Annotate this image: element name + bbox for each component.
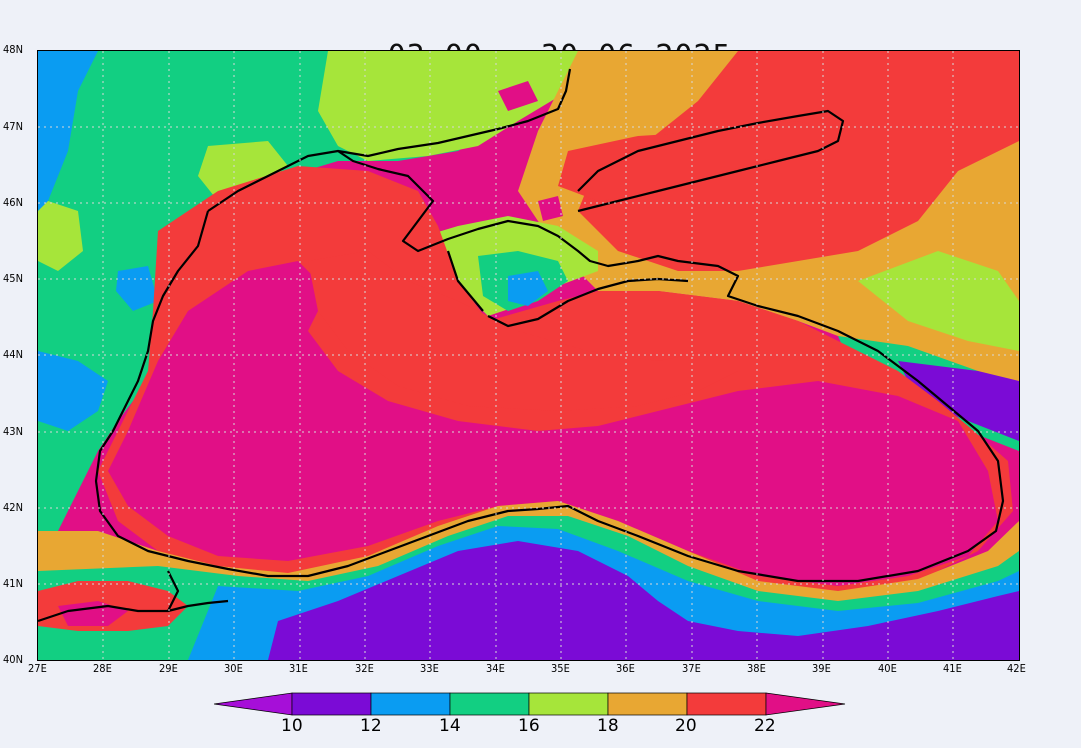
lon-label-39: 39E [812,662,831,675]
sst-map [37,50,1020,661]
colorbar-label-12: 12 [360,716,382,736]
lon-label-34: 34E [486,662,505,675]
lon-label-36: 36E [616,662,635,675]
sst-zone-e-violet [898,361,1019,441]
colorbar-label-20: 20 [675,716,697,736]
lat-label-48: 48N [3,43,23,56]
colorbar-20-22 [686,692,767,716]
lon-label-32: 32E [355,662,374,675]
sst-zone-w-blue-2 [38,351,108,431]
colorbar-label-16: 16 [518,716,540,736]
lon-label-31: 31E [289,662,308,675]
sst-zone-crimea-blue [508,271,548,306]
sst-zone-s-violet [268,541,1019,660]
sst-zone-azov-hot [538,196,563,221]
sst-zone-n-lime [318,51,578,161]
sst-zone-w-blue-3 [116,266,158,311]
sst-zone-nw-green [38,51,578,531]
colorbar-10-12 [291,692,372,716]
sst-zone-w-lime [38,201,83,271]
sst-zone-se-lime [858,251,1019,351]
sst-zone-w-blue [38,51,98,221]
sst-zone-ne-red [578,51,1019,271]
lon-label-38: 38E [747,662,766,675]
lon-label-33: 33E [420,662,439,675]
sst-field [38,51,1019,660]
colorbar-label-14: 14 [439,716,461,736]
lon-label-35: 35E [551,662,570,675]
coastline [38,68,1005,623]
colorbar-label-18: 18 [597,716,619,736]
lon-label-40: 40E [878,662,897,675]
colorbar-above-22 [765,692,846,716]
graticule [38,51,1019,660]
colorbar-label-10: 10 [281,716,303,736]
colorbar [214,692,846,716]
lon-label-28: 28E [93,662,112,675]
colorbar-16-18 [528,692,609,716]
sst-zone-dnieper-hot [498,81,538,111]
sst-zone-red-tongue [308,251,738,411]
lon-label-30: 30E [224,662,243,675]
sst-zone-azov [558,121,838,201]
lat-label-42: 42N [3,501,23,514]
lat-label-46: 46N [3,196,23,209]
lat-label-41: 41N [3,577,23,590]
sst-zone-nw-lime-2 [198,141,288,201]
lon-label-29: 29E [159,662,178,675]
lat-label-43: 43N [3,425,23,438]
lat-label-44: 44N [3,348,23,361]
lat-label-47: 47N [3,120,23,133]
sst-zone-warm-core [108,261,998,586]
lon-label-42: 42E [1007,662,1026,675]
lon-label-37: 37E [682,662,701,675]
lat-label-40: 40N [3,653,23,666]
colorbar-below-10 [214,692,293,716]
colorbar-18-20 [607,692,688,716]
lon-label-41: 41E [943,662,962,675]
lon-label-27: 27E [28,662,47,675]
colorbar-14-16 [449,692,530,716]
colorbar-label-22: 22 [754,716,776,736]
lat-label-45: 45N [3,272,23,285]
colorbar-12-14 [370,692,451,716]
